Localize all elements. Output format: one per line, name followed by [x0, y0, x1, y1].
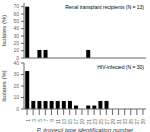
svg-text:37: 37 — [134, 119, 140, 125]
svg-text:40: 40 — [13, 60, 19, 66]
svg-text:27: 27 — [104, 119, 110, 125]
svg-text:31: 31 — [116, 119, 122, 125]
svg-text:15: 15 — [67, 119, 73, 125]
svg-text:5: 5 — [37, 119, 43, 122]
svg-text:29: 29 — [110, 119, 116, 125]
svg-text:23: 23 — [92, 119, 98, 125]
svg-text:25: 25 — [98, 119, 104, 125]
svg-text:33: 33 — [122, 119, 128, 125]
svg-text:20: 20 — [13, 40, 19, 46]
svg-text:1: 1 — [25, 119, 31, 122]
svg-text:35: 35 — [128, 119, 134, 125]
svg-text:7: 7 — [43, 119, 49, 122]
svg-text:3: 3 — [31, 119, 37, 122]
svg-text:30: 30 — [13, 33, 19, 39]
svg-text:30: 30 — [13, 71, 19, 77]
svg-text:Isolates (%): Isolates (%) — [1, 70, 7, 102]
svg-text:60: 60 — [13, 11, 19, 17]
svg-text:39: 39 — [141, 119, 147, 125]
html-text:HIV-infected (N = 30): HIV-infected (N = 30) — [97, 64, 144, 70]
svg-text:70: 70 — [13, 3, 19, 9]
svg-text:20: 20 — [13, 83, 19, 89]
svg-text:40: 40 — [13, 25, 19, 31]
svg-text:13: 13 — [61, 119, 67, 125]
svg-text:11: 11 — [55, 119, 61, 124]
svg-text:Isolates (%): Isolates (%) — [1, 15, 7, 47]
svg-text:10: 10 — [13, 47, 19, 53]
html-text:Renal transplant recipients (N: Renal transplant recipients (N = 13) — [65, 4, 144, 10]
svg-text:9: 9 — [49, 119, 55, 122]
svg-text:10: 10 — [13, 94, 19, 100]
svg-text:19: 19 — [80, 119, 86, 125]
svg-text:P. jirovecii type identificati: P. jirovecii type identification number — [37, 127, 135, 132]
svg-text:17: 17 — [73, 119, 79, 125]
svg-text:0: 0 — [16, 106, 19, 112]
svg-text:21: 21 — [86, 119, 92, 125]
svg-text:50: 50 — [13, 18, 19, 24]
